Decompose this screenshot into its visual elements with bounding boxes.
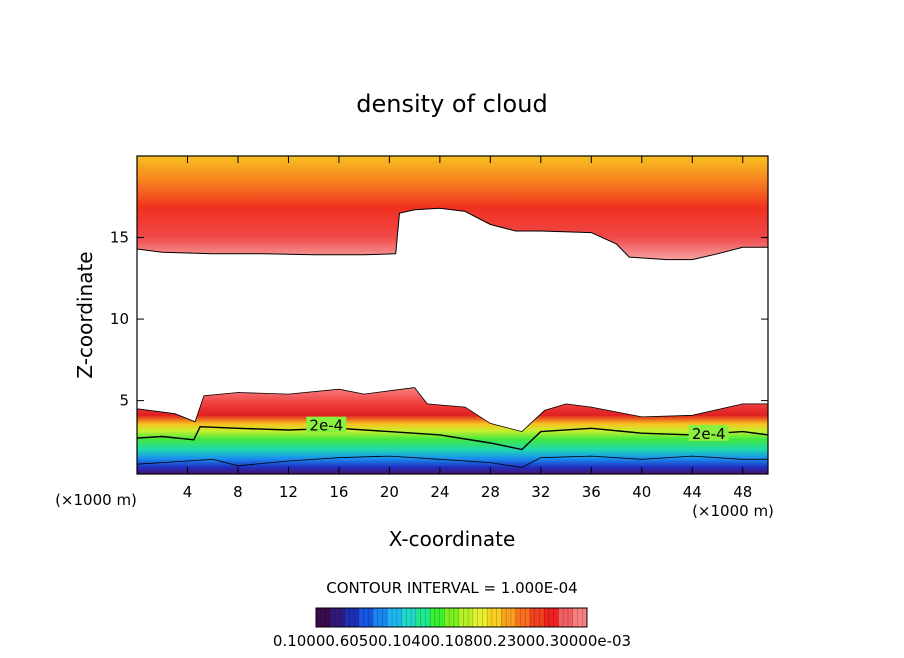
- x-tick-label: 20: [380, 483, 399, 501]
- y-tick-label: 10: [110, 310, 129, 328]
- colorbar-swatch: [358, 608, 374, 627]
- colorbar-frame: [315, 607, 588, 628]
- upper-cloud-layer: [137, 156, 768, 260]
- colorbar-swatch: [558, 608, 574, 627]
- colorbar-swatch: [415, 608, 431, 627]
- colorbar-swatch: [344, 608, 360, 627]
- colorbar-swatch: [515, 608, 531, 627]
- contour-interval-label: CONTOUR INTERVAL = 1.000E-04: [326, 579, 577, 597]
- plot-frame: [136, 155, 769, 475]
- colorbar: [315, 608, 588, 627]
- colorbar-swatch: [444, 608, 460, 627]
- colorbar-swatch: [316, 608, 331, 627]
- colorbar-swatch: [529, 608, 545, 627]
- x-tick-label: 24: [430, 483, 449, 501]
- contour-label-bg: [688, 424, 729, 441]
- x-tick-label: 12: [279, 483, 298, 501]
- colorbar-swatch: [472, 608, 488, 627]
- x-unit-label-left: (×1000 m): [55, 491, 137, 509]
- contour-2e-4-line: [137, 425, 768, 451]
- colorbar-swatch: [401, 608, 417, 627]
- x-tick-label: 32: [531, 483, 550, 501]
- x-tick-label: 40: [632, 483, 651, 501]
- upper-cloud-base-contour: [137, 207, 768, 261]
- x-tick-label: 4: [183, 483, 193, 501]
- colorbar-swatch: [572, 608, 588, 627]
- colorbar-swatch: [458, 608, 474, 627]
- y-axis-label: Z-coordinate: [73, 251, 97, 378]
- x-tick-label: 28: [481, 483, 500, 501]
- y-tick-label: 5: [119, 392, 129, 410]
- contour-label-0: 2e-4: [309, 417, 343, 435]
- colorbar-swatch: [544, 608, 559, 627]
- contour-label-1: 2e-4: [692, 425, 726, 443]
- lower-cloud-top-contour: [137, 387, 768, 433]
- lower-cloud-layer: [137, 387, 768, 474]
- colorbar-tick-labels: 0.10000.60500.10400.10800.23000.30000e-0…: [273, 632, 631, 650]
- colorbar-swatch: [501, 608, 517, 627]
- x-tick-label: 44: [683, 483, 702, 501]
- colorbar-swatch: [430, 608, 445, 627]
- contour-label-bg: [306, 416, 347, 433]
- contour-lower-line: [137, 455, 768, 468]
- x-tick-label: 8: [233, 483, 243, 501]
- x-tick-label: 36: [582, 483, 601, 501]
- x-unit-label-right: (×1000 m): [692, 502, 774, 520]
- colorbar-swatch: [487, 608, 502, 627]
- colorbar-swatch: [330, 608, 346, 627]
- chart-title: density of cloud: [356, 90, 547, 118]
- colorbar-swatch: [373, 608, 388, 627]
- x-tick-label: 16: [329, 483, 348, 501]
- y-tick-label: 15: [110, 229, 129, 247]
- x-tick-label: 48: [733, 483, 752, 501]
- colorbar-swatch: [387, 608, 403, 627]
- x-axis-label: X-coordinate: [389, 527, 516, 551]
